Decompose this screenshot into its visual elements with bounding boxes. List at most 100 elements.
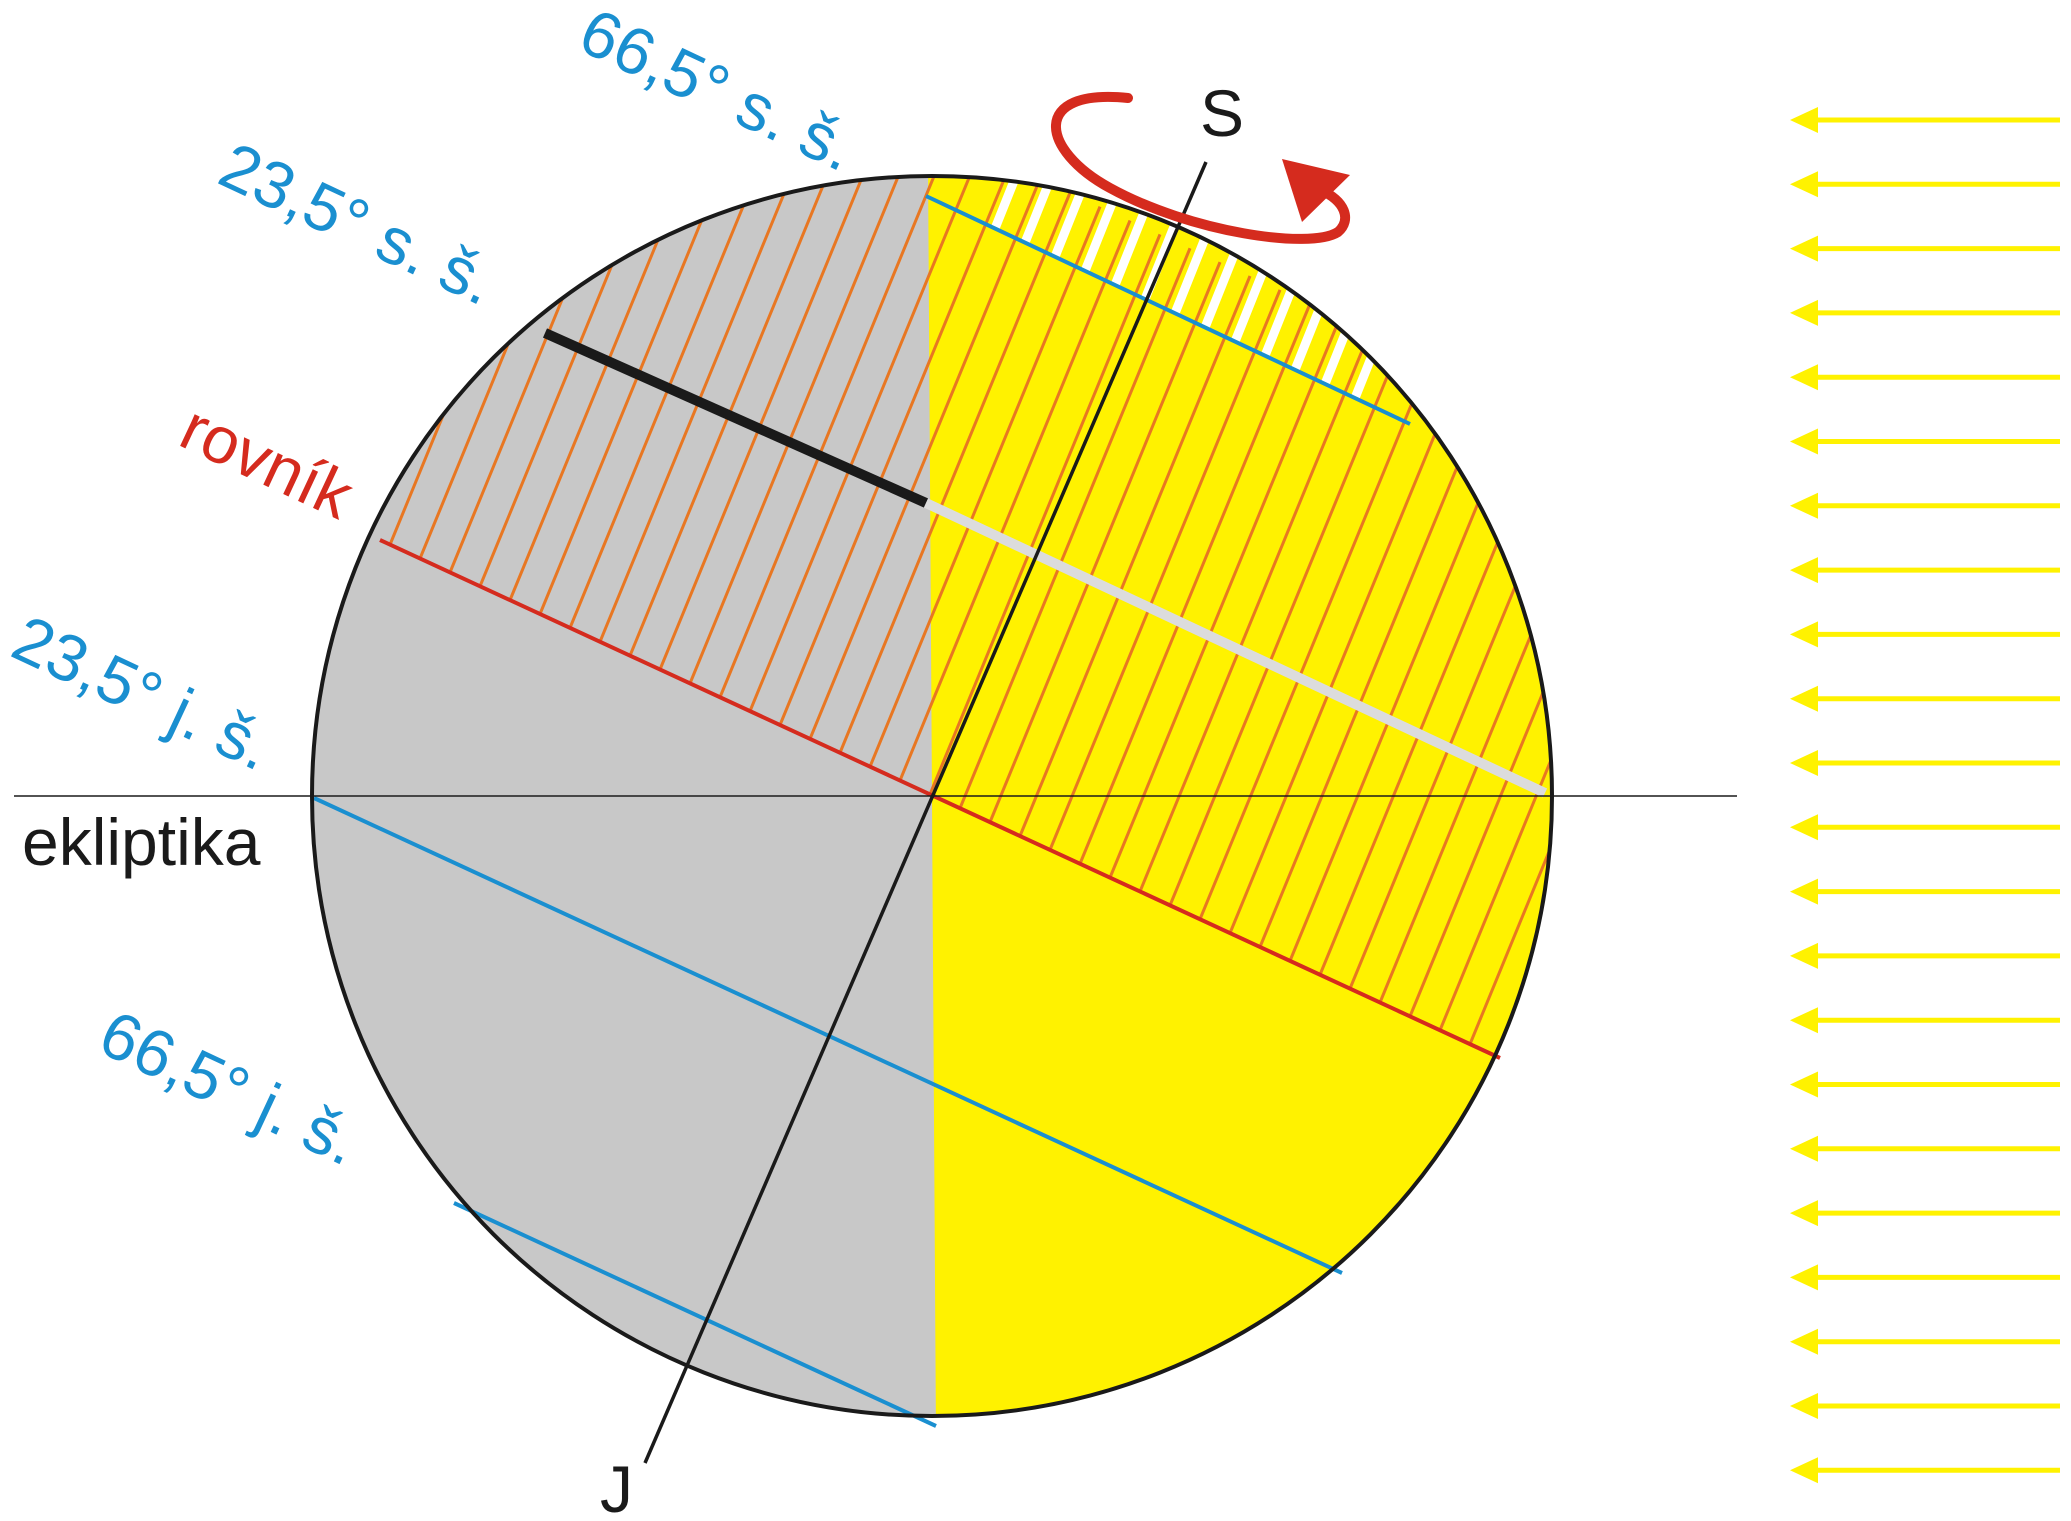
hatch-stroke [1048, 289, 1282, 851]
hatch-stroke [1078, 303, 1312, 865]
hatch-stroke [1468, 483, 1552, 1045]
hatch-stroke [1138, 330, 1372, 893]
hatch-stroke [988, 261, 1222, 823]
hatch-stroke [1770, 623, 2000, 1183]
sun-ray-arrowhead [1790, 171, 1818, 198]
hatch-stroke [688, 176, 922, 684]
sun-ray-arrowhead [1790, 428, 1818, 455]
hatch-stroke [508, 176, 742, 601]
sun-rays [1790, 107, 2060, 1484]
polar-day-stripes [990, 176, 1390, 400]
antarctic-circle-label: 66,5° j. š. [89, 996, 370, 1180]
hatch-stroke [598, 176, 832, 643]
north-pole-label: S [1200, 76, 1244, 150]
hatch-stroke [1108, 317, 1342, 879]
sun-ray-arrowhead [1790, 299, 1818, 326]
sun-ray-arrowhead [1790, 492, 1818, 519]
hatch-stroke [0, 0, 170, 337]
sun-ray-arrowhead [1790, 1007, 1818, 1034]
hatch-stroke [1408, 455, 1552, 1017]
hatch-stroke [1528, 511, 1552, 1073]
polar-stripe [1080, 194, 1120, 273]
rotation-axis [643, 161, 1208, 1464]
hatch-stroke [1438, 469, 1552, 1031]
sun-ray-arrowhead [1790, 1328, 1818, 1355]
sun-ray-arrowhead [1790, 1457, 1818, 1484]
south-pole-label: J [600, 1452, 633, 1521]
hatch-stroke [1920, 692, 2071, 1252]
hatch-stroke [1650, 567, 1880, 1127]
hatch-stroke [2010, 734, 2071, 1294]
day-hemisphere [928, 176, 1552, 1416]
sun-ray-arrowhead [1790, 942, 1818, 969]
sun-ray-arrowhead [1790, 750, 1818, 776]
hatch-stroke [0, 0, 110, 309]
equator-line [379, 538, 1501, 1060]
sun-ray-arrowhead [1790, 364, 1818, 391]
hatch-stroke [958, 247, 1192, 809]
hatch-stroke [2040, 748, 2071, 1308]
globe-outline [310, 174, 1554, 1418]
sun-ray-arrowhead [1790, 1393, 1818, 1419]
hatch-stroke [1680, 581, 1910, 1141]
polar-stripe [1170, 236, 1210, 315]
polar-stripe [1110, 208, 1150, 287]
sun-ray-arrowhead [1790, 557, 1818, 584]
polar-stripe [990, 176, 1030, 231]
hatch-stroke [898, 219, 1132, 782]
hatch-stroke [808, 178, 1042, 740]
sun-ray-arrowhead [1790, 107, 1818, 133]
tropic-north-night-segment [542, 328, 929, 508]
hatch-stroke [0, 0, 140, 323]
arctic-circle-line [925, 194, 1411, 426]
hatch-stroke [1710, 595, 1940, 1155]
polar-stripe [1200, 250, 1240, 330]
hatch-stroke [1168, 344, 1402, 906]
hatch-stroke [1950, 706, 2071, 1266]
hatch-stroke [868, 206, 1102, 768]
hatch-stroke [1258, 386, 1492, 948]
hatch-stroke [1830, 651, 2060, 1211]
hatch-stroke [1860, 665, 2071, 1225]
hatch-stroke [1560, 526, 1790, 1086]
hatch-stroke [748, 176, 982, 712]
hatch-stroke [778, 176, 1012, 726]
hatch-stroke [658, 176, 892, 671]
polar-stripe [1140, 222, 1180, 301]
sun-ray-arrowhead [1790, 685, 1818, 712]
hatch-stroke [928, 233, 1162, 795]
hatch-stroke [718, 176, 952, 698]
sun-ray-arrowhead [1790, 878, 1818, 905]
sun-ray-arrowhead [1790, 235, 1818, 262]
tropic-north-day-segment [923, 498, 1548, 798]
sun-ray-arrowhead [1790, 1135, 1818, 1162]
arctic-circle-label: 66,5° s. š. [569, 0, 867, 185]
hatch-stroke [568, 176, 802, 629]
hatch-stroke [0, 0, 80, 295]
polar-stripe [1260, 279, 1300, 358]
tropic-north-label: 23,5° s. š. [209, 128, 507, 319]
sun-ray-arrowhead [1790, 621, 1818, 648]
hatch-stroke [0, 0, 20, 267]
hatch-stroke [1018, 275, 1252, 837]
hatch-stroke [538, 176, 772, 615]
hatch-stroke [1590, 540, 1820, 1100]
sun-ray-arrowhead [1790, 1200, 1818, 1227]
night-hemisphere [312, 176, 940, 1416]
hatch-stroke [628, 176, 862, 657]
hatch-stroke [1198, 358, 1432, 920]
hatch-stroke [1228, 372, 1462, 934]
hatch-stroke [0, 0, 200, 350]
sun-ray-arrowhead [1790, 1264, 1818, 1291]
hatch-stroke [0, 0, 230, 364]
hatch-stroke [1980, 720, 2071, 1280]
polar-stripe [1230, 264, 1270, 344]
hatch-stroke [1800, 637, 2030, 1197]
ecliptic-label: ekliptika [22, 805, 261, 879]
antarctic-circle-line [453, 1201, 937, 1428]
hatch-stroke [478, 176, 712, 587]
hatch-stroke [1378, 441, 1552, 1004]
hatch-stroke [838, 192, 1072, 754]
tropic-south-label: 23,5° j. š. [2, 601, 283, 785]
